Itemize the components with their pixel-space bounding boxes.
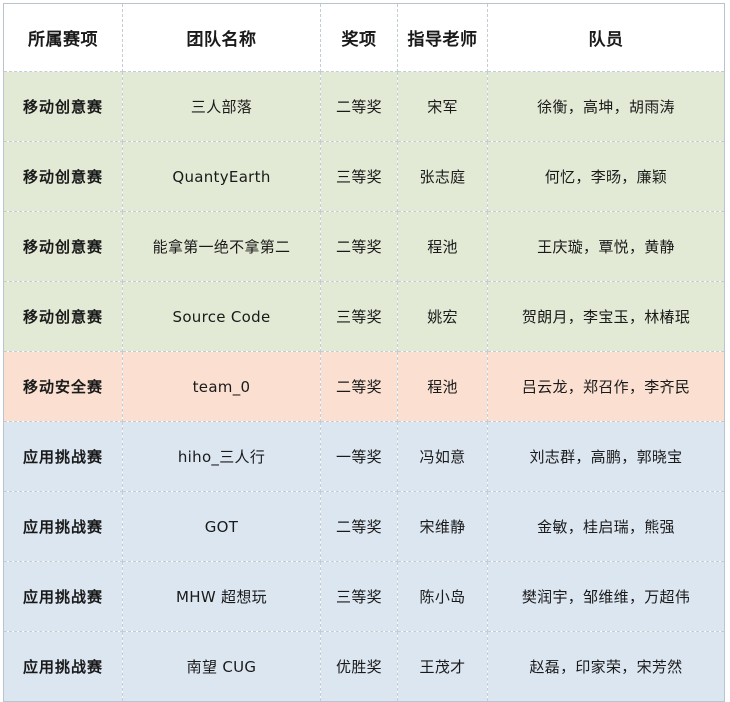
cell-teacher: 姚宏 bbox=[397, 281, 488, 352]
cell-members: 金敏，桂启瑞，熊强 bbox=[487, 491, 725, 562]
column-header-team: 团队名称 bbox=[122, 3, 321, 72]
table-header: 所属赛项 团队名称 奖项 指导老师 队员 bbox=[3, 3, 725, 72]
table-row: 移动创意赛 Source Code 三等奖 姚宏 贺朗月，李宝玉，林椿珉 bbox=[3, 281, 725, 352]
cell-members: 王庆璇，覃悦，黄静 bbox=[487, 211, 725, 282]
table-row: 应用挑战赛 GOT 二等奖 宋维静 金敏，桂启瑞，熊强 bbox=[3, 491, 725, 562]
cell-award: 三等奖 bbox=[320, 281, 398, 352]
cell-team: 三人部落 bbox=[122, 71, 321, 142]
cell-members: 何忆，李旸，廉颖 bbox=[487, 141, 725, 212]
cell-award: 二等奖 bbox=[320, 491, 398, 562]
cell-teacher: 陈小岛 bbox=[397, 561, 488, 632]
cell-team: MHW 超想玩 bbox=[122, 561, 321, 632]
cell-team: GOT bbox=[122, 491, 321, 562]
column-header-event: 所属赛项 bbox=[3, 3, 123, 72]
table-row: 应用挑战赛 MHW 超想玩 三等奖 陈小岛 樊润宇，邹维维，万超伟 bbox=[3, 561, 725, 632]
table-row: 应用挑战赛 南望 CUG 优胜奖 王茂才 赵磊，印家荣，宋芳然 bbox=[3, 631, 725, 702]
cell-award: 三等奖 bbox=[320, 561, 398, 632]
award-results-table: 所属赛项 团队名称 奖项 指导老师 队员 移动创意赛 三人部落 二等奖 宋军 徐衡，高坤… bbox=[3, 3, 725, 702]
cell-event: 应用挑战赛 bbox=[3, 421, 123, 492]
cell-event: 移动创意赛 bbox=[3, 211, 123, 282]
cell-members: 贺朗月，李宝玉，林椿珉 bbox=[487, 281, 725, 352]
cell-members: 刘志群，高鹏，郭晓宝 bbox=[487, 421, 725, 492]
cell-event: 移动创意赛 bbox=[3, 281, 123, 352]
cell-members: 樊润宇，邹维维，万超伟 bbox=[487, 561, 725, 632]
cell-team: QuantyEarth bbox=[122, 141, 321, 212]
cell-teacher: 程池 bbox=[397, 351, 488, 422]
table-row: 移动创意赛 能拿第一绝不拿第二 二等奖 程池 王庆璇，覃悦，黄静 bbox=[3, 211, 725, 282]
cell-award: 二等奖 bbox=[320, 351, 398, 422]
column-header-members: 队员 bbox=[487, 3, 725, 72]
cell-team: 南望 CUG bbox=[122, 631, 321, 702]
table-header-row: 所属赛项 团队名称 奖项 指导老师 队员 bbox=[3, 3, 725, 72]
cell-teacher: 宋军 bbox=[397, 71, 488, 142]
cell-award: 三等奖 bbox=[320, 141, 398, 212]
cell-teacher: 程池 bbox=[397, 211, 488, 282]
cell-event: 应用挑战赛 bbox=[3, 631, 123, 702]
cell-team: hiho_三人行 bbox=[122, 421, 321, 492]
cell-teacher: 张志庭 bbox=[397, 141, 488, 212]
column-header-award: 奖项 bbox=[320, 3, 398, 72]
cell-team: Source Code bbox=[122, 281, 321, 352]
cell-members: 吕云龙，郑召作，李齐民 bbox=[487, 351, 725, 422]
cell-event: 移动创意赛 bbox=[3, 71, 123, 142]
table-row: 移动创意赛 三人部落 二等奖 宋军 徐衡，高坤，胡雨涛 bbox=[3, 71, 725, 142]
cell-award: 一等奖 bbox=[320, 421, 398, 492]
cell-event: 应用挑战赛 bbox=[3, 491, 123, 562]
table-row: 应用挑战赛 hiho_三人行 一等奖 冯如意 刘志群，高鹏，郭晓宝 bbox=[3, 421, 725, 492]
cell-award: 二等奖 bbox=[320, 71, 398, 142]
cell-event: 移动创意赛 bbox=[3, 141, 123, 212]
column-header-teacher: 指导老师 bbox=[397, 3, 488, 72]
cell-members: 徐衡，高坤，胡雨涛 bbox=[487, 71, 725, 142]
table-body: 移动创意赛 三人部落 二等奖 宋军 徐衡，高坤，胡雨涛 移动创意赛 QuantyEarth 三… bbox=[3, 71, 725, 702]
table-row: 移动创意赛 QuantyEarth 三等奖 张志庭 何忆，李旸，廉颖 bbox=[3, 141, 725, 212]
cell-award: 二等奖 bbox=[320, 211, 398, 282]
table-row: 移动安全赛 team_0 二等奖 程池 吕云龙，郑召作，李齐民 bbox=[3, 351, 725, 422]
cell-members: 赵磊，印家荣，宋芳然 bbox=[487, 631, 725, 702]
cell-team: 能拿第一绝不拿第二 bbox=[122, 211, 321, 282]
award-table-container: 所属赛项 团队名称 奖项 指导老师 队员 移动创意赛 三人部落 二等奖 宋军 徐衡，高坤… bbox=[3, 3, 725, 702]
cell-event: 移动安全赛 bbox=[3, 351, 123, 422]
cell-award: 优胜奖 bbox=[320, 631, 398, 702]
cell-event: 应用挑战赛 bbox=[3, 561, 123, 632]
cell-team: team_0 bbox=[122, 351, 321, 422]
cell-teacher: 冯如意 bbox=[397, 421, 488, 492]
cell-teacher: 宋维静 bbox=[397, 491, 488, 562]
cell-teacher: 王茂才 bbox=[397, 631, 488, 702]
